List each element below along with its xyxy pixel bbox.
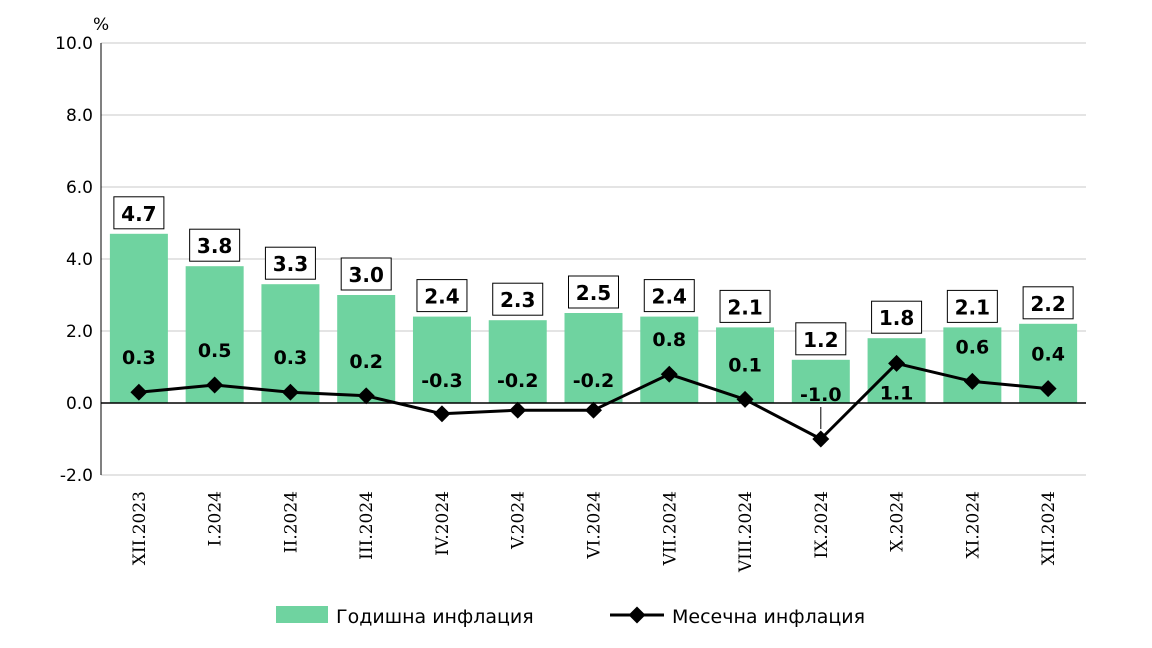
bar-value-label: 2.5 [576,281,611,305]
monthly-value-label: 0.8 [652,329,686,351]
x-tick-label: I.2024 [206,491,226,546]
bar-value-label: 3.0 [348,263,383,287]
bar [564,313,623,403]
x-tick-label: II.2024 [281,491,301,553]
legend-label-annual: Годишна инфлация [336,606,534,628]
bar-value-label: 2.3 [500,288,535,312]
monthly-value-label: 0.5 [198,340,232,362]
bar-label-box [946,289,998,323]
monthly-value-label: 0.6 [956,336,990,358]
bar-label-box [871,300,923,334]
bar-label-box [1022,286,1074,320]
bar-value-label: 2.2 [1030,292,1065,316]
monthly-value-label: 0.4 [1031,344,1065,366]
monthly-marker [509,401,527,419]
monthly-marker [130,383,148,401]
x-tick-label: XII.2024 [1039,491,1059,565]
monthly-marker [963,372,981,390]
bar [716,327,775,403]
bar-value-label: 2.4 [424,285,459,309]
bar [943,327,1002,403]
y-tick-label: -2.0 [60,466,93,486]
x-tick-label: IX.2024 [812,491,832,559]
bar-value-label: 2.1 [955,295,990,319]
bar-series [109,233,1078,403]
data-labels: 4.7 3.8 3.3 3.0 2.4 2.3 2.5 2.4 2.1 1.2 1.8 2.1 2.2 0… [113,196,1074,429]
bar-value-label: 3.3 [273,252,308,276]
monthly-marker [585,401,602,419]
bar-value-label: 1.8 [879,306,914,330]
bar-label-box [416,279,468,313]
bar-value-label: 2.1 [727,295,762,319]
bar [412,316,471,403]
bar-label-box [643,279,695,313]
y-axis-unit: % [93,15,109,35]
legend-swatch-annual [276,606,328,623]
monthly-marker [660,365,678,383]
x-tick-label: IV.2024 [433,491,453,556]
bar [791,359,850,403]
bar-label-box [795,322,847,356]
monthly-value-label: 0.3 [274,347,308,369]
bar-label-box [113,196,165,230]
x-tick-label: XI.2024 [963,491,983,559]
monthly-marker [888,354,906,372]
legend-label-monthly: Месечна инфлация [672,606,865,628]
x-tick-label: VIII.2024 [736,491,756,573]
bar-label-box [189,228,241,262]
x-tick-label: XII.2023 [130,491,150,565]
y-tick-label: 6.0 [66,178,93,198]
monthly-marker [206,376,224,394]
bar [488,320,547,403]
y-tick-label: 4.0 [66,250,93,270]
monthly-marker [736,390,754,408]
x-tick-label: X.2024 [888,491,908,552]
bar-value-label: 1.2 [803,328,838,352]
monthly-marker [812,430,830,448]
monthly-marker [357,387,375,405]
x-tick-label: VI.2024 [585,491,605,560]
monthly-value-label: 0.3 [122,347,156,369]
legend-marker-monthly [628,606,646,624]
monthly-marker [433,405,451,423]
bar [261,284,320,403]
bar-label-box [264,246,316,280]
bar-label-box [719,289,771,323]
bar-label-box [340,257,392,291]
y-tick-label: 8.0 [66,106,93,126]
y-tick-label: 10.0 [55,34,93,54]
x-tick-label: VII.2024 [660,491,680,566]
monthly-value-label: -0.2 [573,370,615,392]
y-tick-label: 2.0 [66,322,93,342]
bar-value-label: 4.7 [121,202,156,226]
bar-value-label: 2.4 [652,285,687,309]
bar-label-box [568,275,619,309]
legend: Годишна инфлация Месечна инфлация [276,606,865,628]
monthly-marker [281,383,299,401]
bar [640,316,699,403]
axes: -2.0 0.0 2.0 4.0 6.0 8.0 10.0 XII.2023 I.2024 II.… [55,34,1086,573]
monthly-value-label: 1.1 [880,382,914,404]
monthly-value-label: -0.2 [497,370,539,392]
bar-label-box [492,282,544,316]
y-tick-label: 0.0 [66,394,93,414]
monthly-value-label: 0.2 [349,351,383,373]
monthly-value-label: -1.0 [800,384,842,406]
bar [337,295,396,403]
x-tick-label: V.2024 [509,491,529,550]
monthly-value-label: 0.1 [728,354,762,376]
x-tick-label: III.2024 [357,491,377,560]
bar-value-label: 3.8 [197,234,232,258]
monthly-value-label: -0.3 [421,370,463,392]
bar [109,233,168,403]
